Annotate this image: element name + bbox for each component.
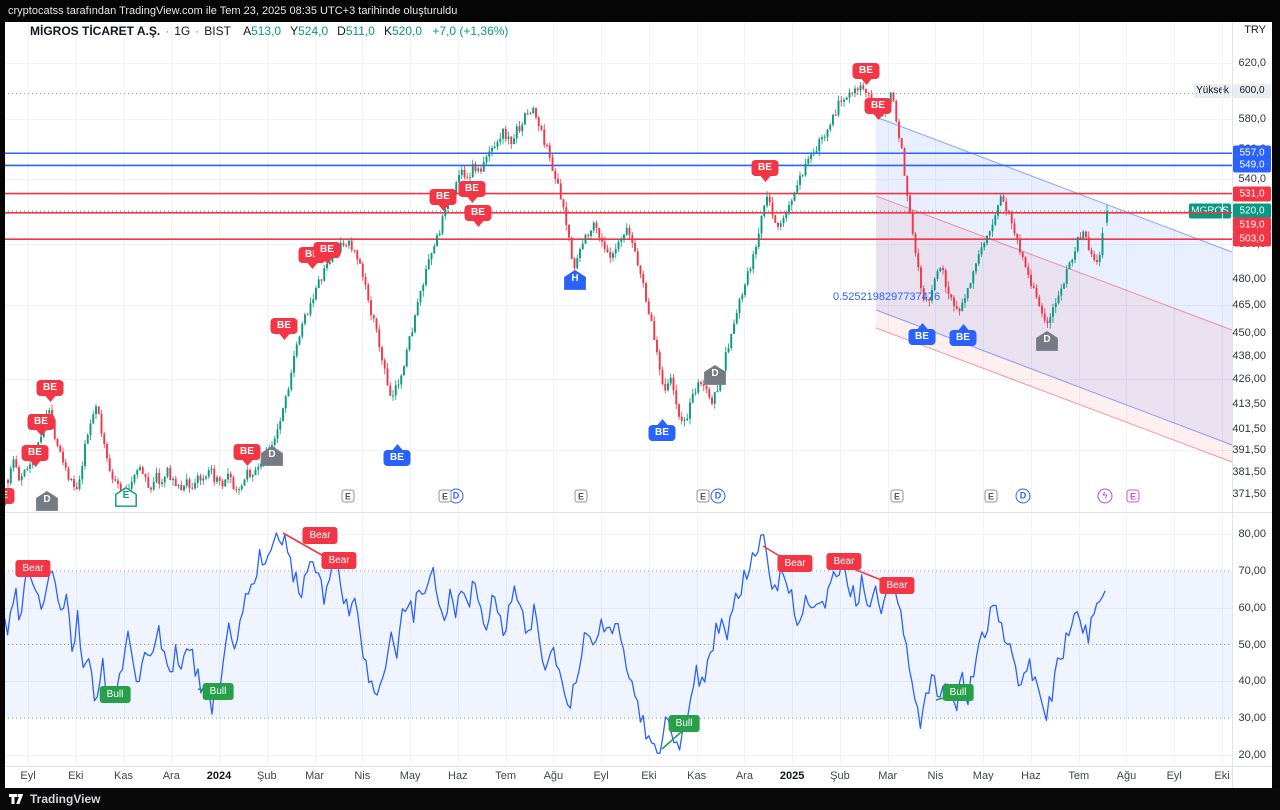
attribution-bar: cryptocatss tarafından TradingView.com i… [0, 0, 1280, 22]
ohlc-quotes: A513,0 Y524,0 D511,0 K520,0 [234, 24, 422, 38]
last-price-badge[interactable]: 520,0 [1233, 203, 1271, 219]
quote-Y: Y524,0 [290, 24, 329, 38]
divergence-line[interactable] [661, 725, 689, 750]
exchange-label[interactable]: BIST [204, 24, 231, 38]
separator-dot: · [165, 24, 170, 38]
symbol-price-badge[interactable]: MGROS [1189, 203, 1231, 219]
grid [0, 22, 1232, 765]
high-label: Yüksek [1194, 84, 1231, 98]
footer-bar: TradingView [0, 788, 1280, 810]
quote-D: D511,0 [337, 24, 375, 38]
quote-K: K520,0 [383, 24, 423, 38]
separator-dot: · [195, 24, 200, 38]
divergence-line[interactable] [282, 532, 328, 559]
right-border-strip [1272, 22, 1280, 788]
quote-A: A513,0 [243, 24, 282, 38]
rsi-line [1, 532, 1106, 754]
ratio-label[interactable]: 0.5252198297737476 [833, 291, 941, 303]
attribution-text: cryptocatss tarafından TradingView.com i… [8, 5, 458, 17]
symbol-name[interactable]: MİGROS TİCARET A.Ş. [30, 24, 161, 38]
interval-button[interactable]: 1G [174, 24, 191, 38]
footer-brand[interactable]: TradingView [30, 792, 101, 806]
trend-channel[interactable] [876, 196, 1232, 462]
symbol-header[interactable]: MİGROS TİCARET A.Ş. · 1G · BIST A513,0 Y524,0… [30, 24, 508, 38]
trend-channel[interactable] [876, 117, 1232, 445]
currency-label: TRY [1244, 24, 1266, 36]
left-border-strip [0, 22, 5, 788]
change-value: +7,0 (+1,36%) [432, 24, 509, 38]
tradingview-logo-icon[interactable] [9, 792, 24, 806]
high-value-badge: 600,0 [1233, 84, 1271, 98]
